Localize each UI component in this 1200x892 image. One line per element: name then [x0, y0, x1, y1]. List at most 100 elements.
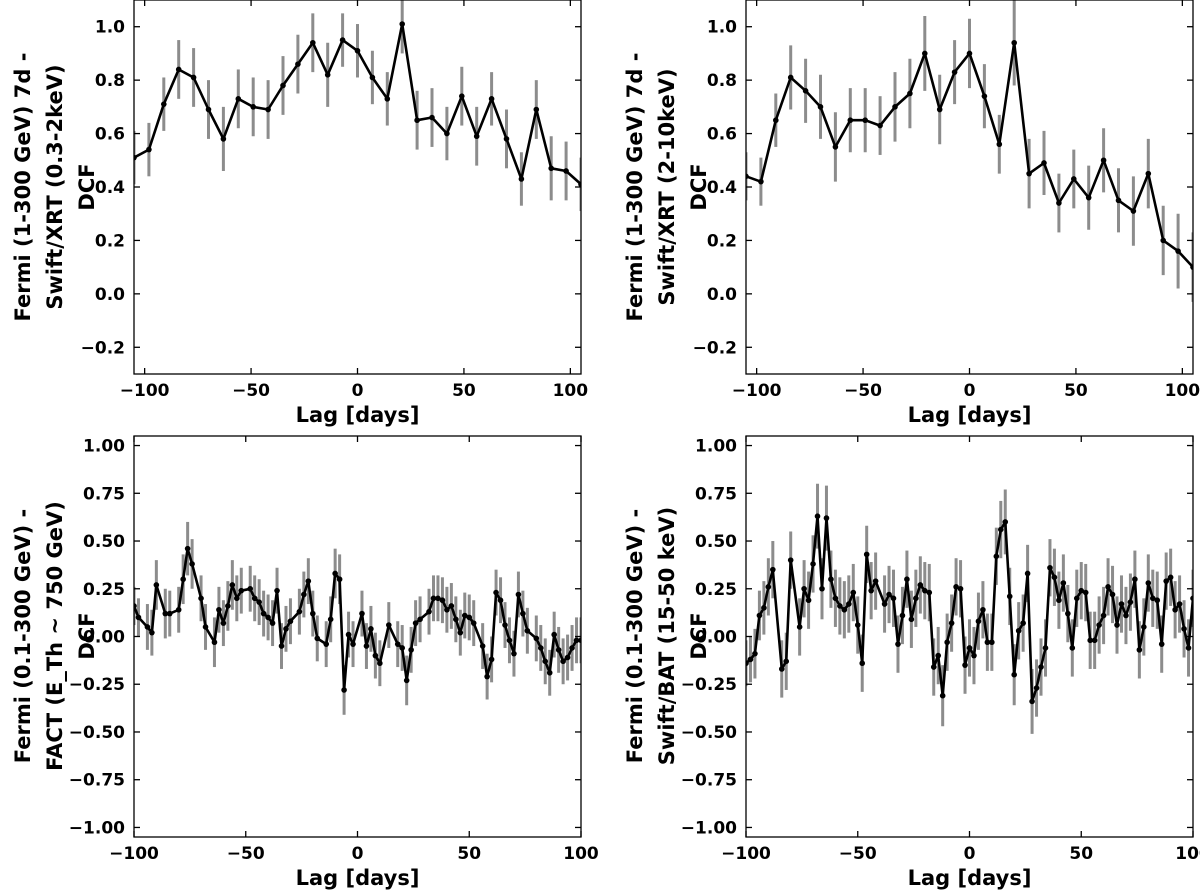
panel-3-point-20 — [247, 585, 254, 592]
panel-4-point-25 — [863, 551, 870, 558]
panel-4-point-24 — [859, 660, 866, 667]
panel-4-ytick-label-3: −0.25 — [681, 675, 737, 695]
panel-3-ytick-label-7: 0.75 — [83, 484, 125, 504]
panel-3-point-76 — [533, 635, 540, 642]
panel-1-point-5 — [205, 106, 212, 113]
panel-4-point-21 — [846, 601, 852, 607]
panel-3-point-51 — [408, 647, 414, 653]
panel-3-point-59 — [448, 603, 455, 609]
panel-4-point-43 — [948, 620, 955, 626]
panel-4-point-19 — [837, 603, 843, 609]
panel-3-point-81 — [555, 647, 562, 653]
panel-2-xtick-label-0: −100 — [732, 381, 782, 401]
panel-4-point-15 — [819, 585, 825, 592]
panel-1-xtick-label-0: −100 — [120, 381, 170, 401]
panel-1: −100 −50 0 50 100 −0.2 0.0 0.2 0.4 0.6 0.8 1.0 Lag [… — [11, 0, 588, 427]
panel-4-point-47 — [966, 645, 973, 651]
panel-3-point-72 — [511, 650, 517, 657]
panel-3-point-68 — [493, 589, 499, 596]
panel-4-point-31 — [895, 641, 901, 647]
panel-2-point-24 — [1100, 157, 1107, 164]
panel-3-point-71 — [506, 637, 513, 644]
panel-1-point-6 — [220, 136, 227, 142]
panel-4-point-69 — [1065, 610, 1071, 617]
panel-3-point-13 — [211, 639, 218, 646]
panel-3-point-66 — [484, 673, 490, 680]
panel-2-point-29 — [1175, 248, 1181, 254]
panel-4-point-86 — [1141, 624, 1147, 630]
panel-3-point-11 — [198, 595, 204, 602]
panel-3-point-41 — [350, 641, 356, 647]
panel-4-point-75 — [1091, 637, 1098, 644]
panel-3-point-17 — [229, 582, 236, 588]
panel-1-point-7 — [235, 96, 242, 102]
panel-3-point-0 — [134, 603, 137, 609]
panel-2-xtick-label-2: 0 — [964, 381, 976, 401]
panel-2-point-11 — [907, 90, 913, 97]
panel-2-ytick-label-1: 0.0 — [707, 285, 737, 305]
panel-4-point-96 — [1185, 645, 1192, 651]
panel-3-point-19 — [238, 587, 245, 594]
panel-1-ytick-label-1: 0.0 — [95, 285, 125, 305]
panel-4-point-18 — [832, 595, 839, 602]
panel-1-point-13 — [324, 72, 331, 78]
panel-4-point-10 — [796, 624, 803, 630]
panel-4-ylabel-line-2: Swift/BAT (15-50 keV) — [655, 507, 679, 765]
panel-1-ylabel-line-3: DCF — [75, 163, 99, 210]
panel-2-ytick-label-3: 0.4 — [707, 178, 737, 198]
panel-4-point-1 — [747, 656, 754, 663]
panel-4-ytick-label-2: −0.50 — [681, 723, 737, 743]
panel-4-point-52 — [989, 639, 995, 646]
panel-2-ylabel-line-1: Fermi (1-300 GeV) 7d - — [623, 53, 647, 322]
panel-4-point-4 — [761, 605, 767, 611]
panel-3-ytick-label-6: 0.50 — [83, 532, 125, 552]
panel-3-point-38 — [336, 576, 343, 583]
panel-4-point-6 — [770, 566, 776, 573]
panel-4-ytick-label-6: 0.50 — [695, 532, 737, 552]
panel-4-point-51 — [984, 639, 991, 646]
panel-2-point-21 — [1056, 200, 1062, 206]
panel-4-point-22 — [850, 589, 857, 596]
panel-1-point-20 — [429, 114, 435, 121]
panel-4-point-28 — [881, 601, 888, 607]
panel-3-point-7 — [175, 606, 182, 613]
panel-3-ytick-label-0: −1.00 — [69, 818, 125, 838]
panel-2-xtick-label-3: 50 — [1064, 381, 1088, 401]
panel-4-point-95 — [1181, 626, 1187, 632]
panel-4-point-58 — [1015, 627, 1022, 634]
panel-4-xlabel: Lag [days] — [908, 866, 1032, 890]
panel-4-xtick-label-3: 50 — [1069, 844, 1093, 864]
panel-4-point-5 — [765, 584, 772, 590]
panel-3-point-6 — [166, 610, 173, 617]
panel-3-point-56 — [435, 595, 441, 602]
panel-3-point-69 — [497, 597, 504, 604]
panel-1-xtick-label-4: 100 — [553, 381, 589, 401]
panel-1-ytick-label-0: −0.2 — [81, 338, 125, 358]
panel-3-point-85 — [573, 637, 580, 644]
panel-4-point-44 — [953, 584, 959, 590]
panel-3-point-77 — [537, 645, 544, 651]
panel-4-xtick-label-1: −50 — [839, 844, 877, 864]
panel-4-point-54 — [997, 526, 1004, 533]
panel-3-point-43 — [363, 643, 370, 649]
panel-3-point-39 — [341, 687, 347, 693]
panel-4-point-90 — [1158, 641, 1165, 647]
panel-4-point-36 — [917, 582, 924, 588]
panel-3-point-61 — [457, 629, 464, 636]
panel-2-ytick-label-0: −0.2 — [693, 338, 737, 358]
panel-1-ytick-label-4: 0.6 — [95, 125, 125, 145]
panel-3-point-29 — [287, 618, 294, 625]
panel-2-point-19 — [1026, 170, 1032, 177]
panel-2-point-17 — [996, 141, 1003, 148]
panel-2-point-14 — [951, 69, 958, 75]
panel-3-xtick-label-0: −100 — [109, 844, 159, 864]
panel-4-point-23 — [854, 622, 861, 628]
panel-2-point-22 — [1071, 176, 1077, 182]
panel-2-point-13 — [936, 106, 943, 113]
panel-3-point-25 — [269, 620, 276, 626]
panel-4-point-34 — [908, 616, 915, 623]
panel-3-point-21 — [251, 595, 258, 602]
panel-2-xlabel: Lag [days] — [908, 403, 1032, 427]
panel-4-point-93 — [1172, 606, 1178, 613]
panel-3-point-28 — [283, 626, 289, 632]
